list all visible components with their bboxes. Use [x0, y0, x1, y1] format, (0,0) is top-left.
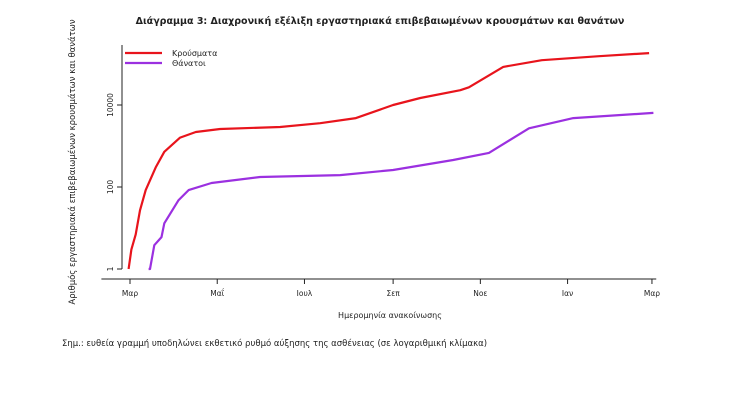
x-tick-label: Μαρ [122, 289, 138, 298]
y-tick-label: 100 [106, 180, 115, 195]
x-tick-label: Σεπ [386, 289, 400, 298]
x-tick-label: Νοε [473, 289, 487, 298]
series-lines [127, 52, 654, 271]
footnote: Σημ.: ευθεία γραμμή υποδηλώνει εκθετικό … [62, 338, 487, 349]
legend-label: Κρούσματα [172, 48, 217, 58]
legend-label: Θάνατοι [172, 59, 206, 68]
x-tick-label: Ιουλ [297, 289, 313, 298]
axes: 1 100 10000 Μαρ Μαΐ Ιουλ Σεπ Νοε Ιαν Μαρ [101, 45, 660, 298]
x-tick-label: Μαρ [644, 289, 660, 298]
series-line [127, 52, 650, 270]
y-axis-label: Αριθμός εργαστηριακά επιβεβαιωμένων κρου… [67, 19, 78, 304]
chart-title: Διάγραμμα 3: Διαχρονική εξέλιξη εργαστηρ… [136, 16, 625, 27]
x-tick-label: Ιαν [562, 289, 573, 298]
y-tick-label: 1 [106, 266, 115, 271]
y-tick-label: 10000 [106, 93, 115, 117]
x-tick-label: Μαΐ [210, 289, 224, 298]
series-line [148, 111, 654, 271]
x-axis-label: Ημερομηνία ανακοίνωσης [338, 311, 442, 320]
